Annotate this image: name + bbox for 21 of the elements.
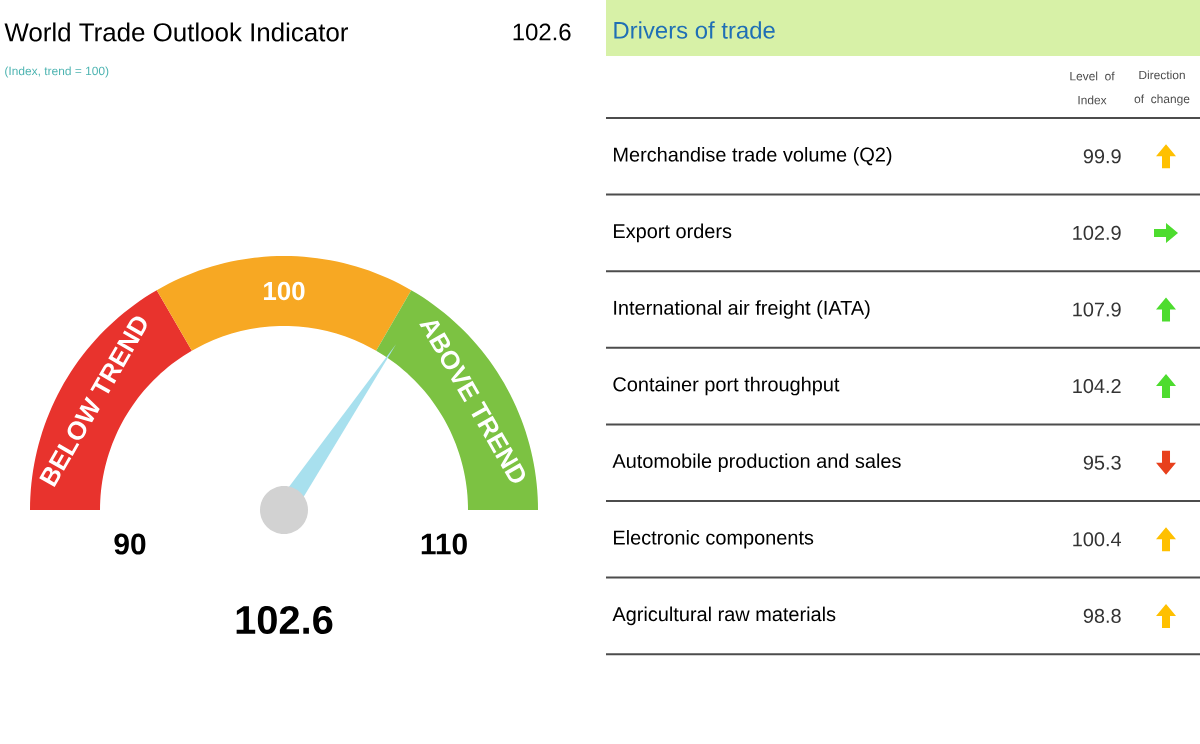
data-label: 104.2 bbox=[1073, 379, 1121, 394]
category-label: Electronic components bbox=[614, 530, 814, 549]
category-label: Agricultural raw materials bbox=[612, 606, 836, 626]
text: Drivers of trade bbox=[614, 21, 775, 39]
category-label: Export orders bbox=[614, 223, 732, 243]
category-label: International air freight (IATA) bbox=[614, 300, 870, 319]
data-label: 95.3 bbox=[1083, 455, 1121, 470]
data-label: 99.9 bbox=[1083, 149, 1121, 164]
text: 90 bbox=[114, 533, 146, 555]
data-label: 100.4 bbox=[1073, 532, 1122, 547]
category-label: Container port throughput bbox=[613, 376, 840, 396]
chart-title: World Trade Outlook Indicator bbox=[4, 22, 348, 42]
data-label: 98.8 bbox=[1083, 608, 1121, 623]
slice-label: 100 bbox=[264, 281, 305, 301]
text: 110 bbox=[421, 533, 467, 555]
data-label: 102.9 bbox=[1073, 225, 1121, 240]
category-label: Merchandise trade volume (Q2) bbox=[614, 147, 892, 166]
data-label: 107.9 bbox=[1073, 302, 1121, 317]
text: 102.6 bbox=[513, 23, 571, 41]
text: 102.6 bbox=[236, 605, 333, 635]
category-label: Automobile production and sales bbox=[612, 453, 901, 472]
